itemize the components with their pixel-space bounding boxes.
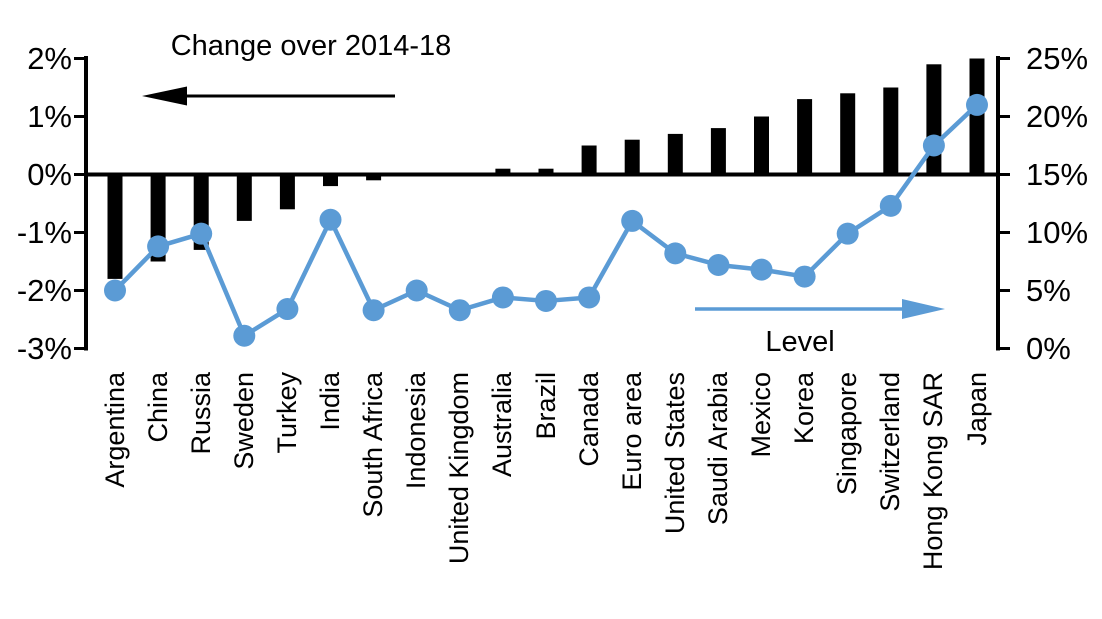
category-label: United States <box>659 372 690 535</box>
level-marker <box>190 222 213 245</box>
category-label: Euro area <box>616 372 647 491</box>
category-label: Canada <box>573 372 604 467</box>
category-label: Singapore <box>832 372 863 496</box>
level-arrow-head-right-icon <box>902 299 945 319</box>
left-axis-tick-label: 2% <box>27 40 72 76</box>
right-axis-tick-label: 25% <box>1026 40 1089 76</box>
category-label: China <box>142 372 173 443</box>
bar <box>236 174 252 221</box>
category-label: Russia <box>185 372 216 455</box>
bar <box>624 139 640 175</box>
level-marker <box>362 299 385 322</box>
bar <box>797 99 813 175</box>
left-axis-tick-label: -2% <box>16 272 72 308</box>
left-axis-tick-label: 1% <box>27 98 72 134</box>
bar <box>279 174 295 210</box>
bar <box>323 174 338 187</box>
left-axis-tick-label: -3% <box>16 330 72 366</box>
bar <box>710 128 726 175</box>
level-marker <box>707 253 730 276</box>
line-series-title: Level <box>765 326 835 358</box>
category-label: Sweden <box>228 372 259 470</box>
category-label: United Kingdom <box>444 372 475 565</box>
category-label: Switzerland <box>875 372 906 512</box>
right-axis-tick-label: 5% <box>1026 272 1071 308</box>
bar <box>883 87 899 175</box>
category-label: Korea <box>789 372 820 445</box>
category-label: Japan <box>961 372 992 446</box>
category-label: Argentina <box>99 372 130 488</box>
change-arrow-head-left-icon <box>142 86 187 106</box>
level-marker <box>793 265 816 288</box>
level-marker <box>750 258 773 281</box>
bar <box>840 93 856 175</box>
level-marker <box>966 93 988 116</box>
category-label: Saudi Arabia <box>702 372 733 526</box>
category-label: Brazil <box>530 372 561 440</box>
category-label: Hong Kong SAR <box>918 372 949 571</box>
left-axis-tick-label: -1% <box>16 214 72 250</box>
line-series <box>104 93 988 347</box>
bar <box>926 64 942 175</box>
level-marker <box>879 194 902 217</box>
category-label: Indonesia <box>401 372 432 490</box>
level-marker <box>147 235 170 258</box>
level-marker <box>276 298 299 321</box>
annotation-arrows <box>142 86 945 319</box>
bar <box>667 133 683 175</box>
category-label: Australia <box>487 372 518 478</box>
level-marker <box>578 286 601 309</box>
level-marker <box>535 289 557 312</box>
right-axis-tick-label: 20% <box>1026 98 1089 134</box>
level-marker <box>104 279 126 302</box>
bar-series-title: Change over 2014-18 <box>170 30 452 62</box>
category-label: South Africa <box>358 372 389 518</box>
left-axis-tick-label: 0% <box>27 156 72 192</box>
bar <box>495 168 511 175</box>
right-axis-tick-label: 0% <box>1026 330 1071 366</box>
level-marker <box>922 134 945 157</box>
level-marker <box>664 242 687 265</box>
level-marker <box>405 279 428 302</box>
category-label: Turkey <box>271 372 302 454</box>
category-label: Mexico <box>746 372 776 458</box>
level-marker <box>233 324 256 347</box>
level-marker <box>491 286 514 309</box>
right-axis-tick-label: 15% <box>1026 156 1089 192</box>
bar <box>538 168 554 175</box>
right-axis-tick-label: 10% <box>1026 214 1089 250</box>
level-marker <box>448 299 471 322</box>
category-label: India <box>315 372 345 431</box>
level-marker <box>319 208 342 231</box>
bar <box>366 174 382 181</box>
level-marker <box>836 222 859 245</box>
bar-series <box>107 58 985 279</box>
level-marker <box>621 209 644 232</box>
bar <box>581 145 597 175</box>
bar <box>969 58 985 175</box>
bar <box>754 116 769 175</box>
bar <box>107 174 123 279</box>
